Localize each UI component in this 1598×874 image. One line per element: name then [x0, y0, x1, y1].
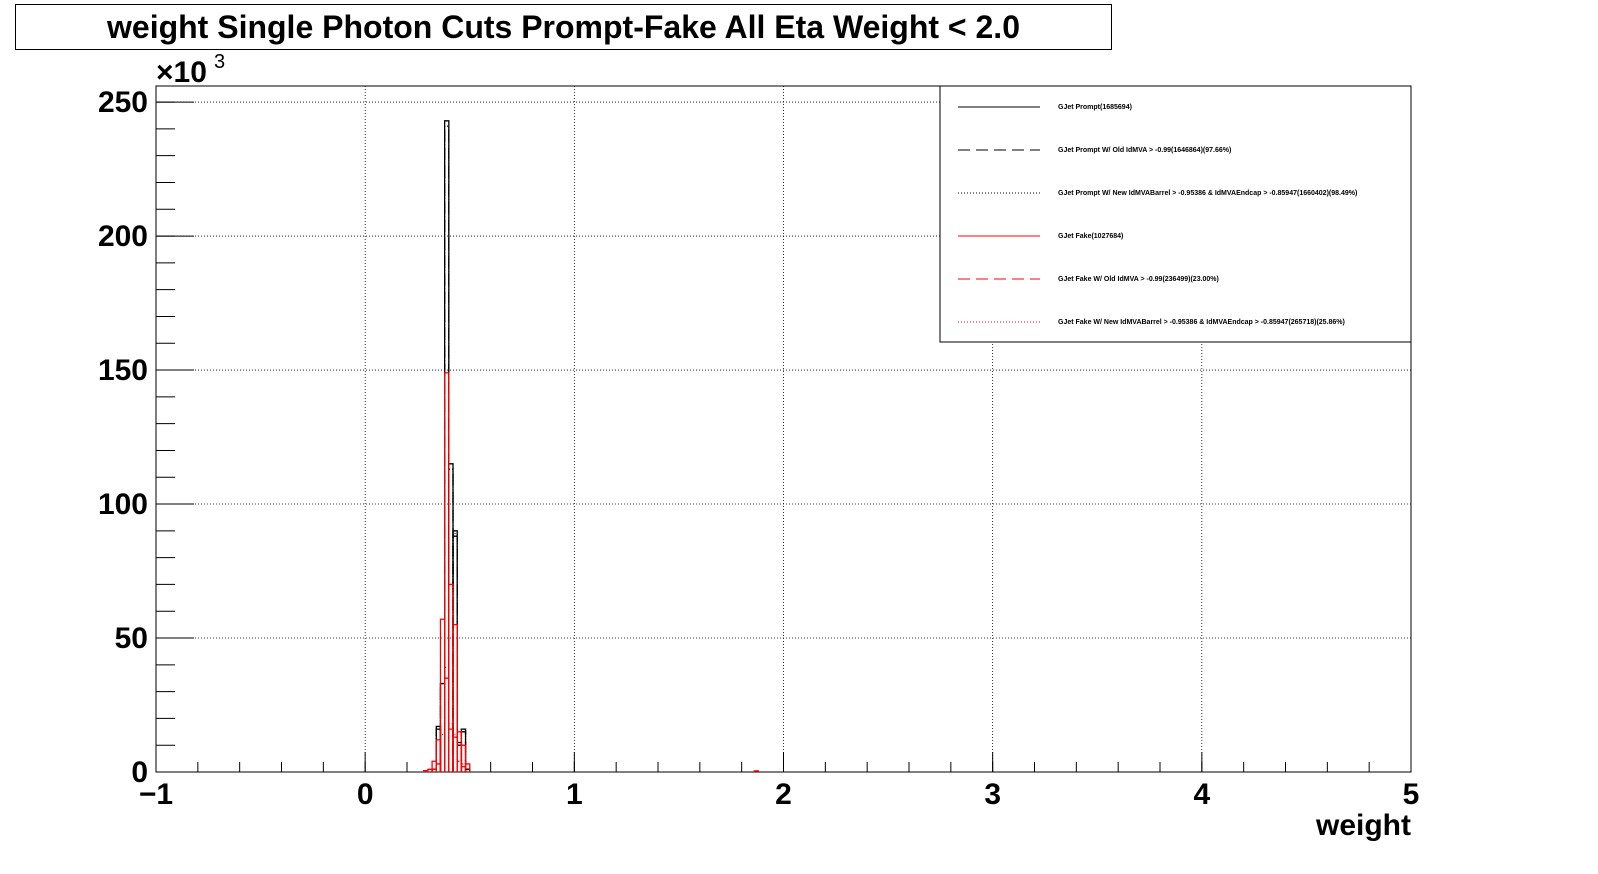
legend-entry: GJet Prompt W/ Old IdMVA > -0.99(1646864… [1058, 147, 1231, 154]
series-4 [423, 372, 760, 772]
series-group [423, 120, 760, 772]
y-tick-label: 200 [98, 220, 148, 253]
y-tick-label: 250 [98, 86, 148, 119]
y-tick-label: 0 [131, 756, 148, 789]
x-tick-label: 0 [357, 778, 374, 811]
x-tick-label: 1 [566, 778, 583, 811]
histogram-bin [452, 736, 458, 772]
histogram-bin [452, 623, 458, 772]
axis-ticks [155, 101, 1412, 773]
y-tick-label: 50 [115, 622, 148, 655]
y-tick-label: 100 [98, 488, 148, 521]
series-6 [431, 666, 467, 772]
histogram-bin [460, 744, 467, 772]
x-tick-label: −1 [139, 778, 173, 811]
histogram-bin [452, 532, 458, 772]
legend-entry: GJet Fake W/ Old IdMVA > -0.99(236499)(2… [1058, 276, 1219, 283]
chart-title-box: weight Single Photon Cuts Prompt-Fake Al… [15, 4, 1112, 50]
x-tick-label: 2 [775, 778, 792, 811]
histogram-bin [444, 372, 450, 772]
legend-entry: GJet Prompt W/ New IdMVABarrel > -0.9538… [1058, 190, 1357, 197]
series-2 [431, 128, 471, 772]
histogram-bin [452, 733, 458, 772]
legend-entry: GJet Fake W/ New IdMVABarrel > -0.95386 … [1058, 319, 1345, 326]
chart-title: weight Single Photon Cuts Prompt-Fake Al… [107, 8, 1020, 45]
histogram-bin [448, 723, 454, 772]
y-tick-label: 150 [98, 354, 148, 387]
y-exponent-power: 3 [214, 51, 225, 73]
histogram-bin [435, 763, 442, 772]
y-exponent-label: ×10 [156, 56, 207, 89]
histogram-bin [460, 765, 467, 772]
legend-entry: GJet Fake(1027684) [1058, 233, 1123, 240]
histogram-bin [753, 770, 760, 772]
x-tick-label: 4 [1193, 778, 1210, 811]
x-tick-label: 3 [984, 778, 1001, 811]
x-tick-label: 5 [1403, 778, 1420, 811]
series-3 [431, 125, 471, 772]
x-axis-title: weight [1315, 809, 1411, 842]
histogram-bin [444, 677, 450, 772]
histogram-bin [456, 760, 463, 772]
legend-entry: GJet Prompt(1685694) [1058, 104, 1132, 111]
legend-box [939, 85, 1412, 343]
series-1 [431, 120, 471, 772]
legend: GJet Prompt(1685694) GJet Prompt W/ Old I… [939, 85, 1412, 343]
histogram-bin [439, 682, 446, 772]
